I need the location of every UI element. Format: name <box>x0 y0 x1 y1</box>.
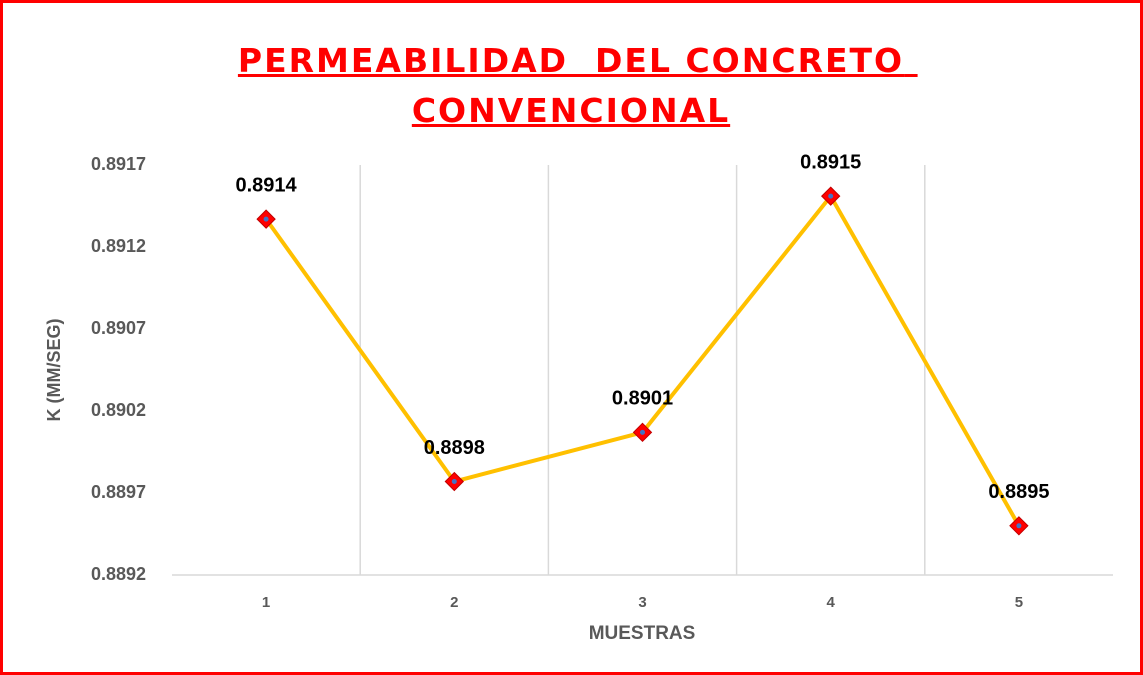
x-tick-label: 4 <box>827 594 836 611</box>
data-label: 0.8895 <box>988 481 1049 503</box>
data-label: 0.8915 <box>800 151 861 173</box>
marker-center <box>828 193 834 199</box>
marker-center <box>263 216 269 222</box>
data-label: 0.8914 <box>236 174 298 196</box>
marker-center <box>451 479 457 485</box>
marker-center <box>640 429 645 435</box>
chart-title: PERMEABILIDAD DEL CONCRETO CONVENCIONAL <box>237 41 918 130</box>
data-label: 0.8898 <box>424 437 485 459</box>
x-tick-label: 5 <box>1015 594 1023 611</box>
y-tick-label: 0.8907 <box>91 318 146 338</box>
y-tick-label: 0.8892 <box>91 564 146 584</box>
data-label: 0.8901 <box>612 388 673 410</box>
y-axis-title: K (MM/SEG) <box>44 319 64 422</box>
x-tick-label: 1 <box>262 594 270 611</box>
data-line <box>264 194 1021 527</box>
x-tick-label: 3 <box>638 594 646 611</box>
x-tick-label: 2 <box>450 594 458 611</box>
y-tick-label: 0.8897 <box>91 482 146 502</box>
y-tick-label: 0.8917 <box>91 154 146 174</box>
y-tick-label: 0.8902 <box>91 400 146 420</box>
x-axis-title: MUESTRAS <box>589 623 696 644</box>
y-tick-label: 0.8912 <box>91 236 146 256</box>
marker-center <box>1016 523 1022 529</box>
